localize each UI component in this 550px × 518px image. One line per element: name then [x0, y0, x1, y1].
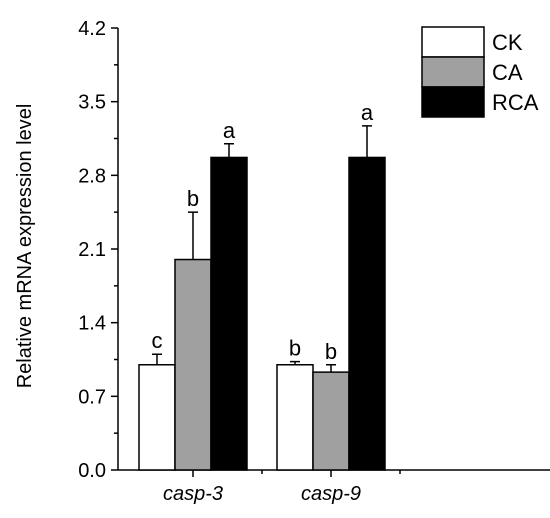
y-tick-label: 0.7	[78, 386, 106, 408]
y-tick-label: 0.0	[78, 460, 106, 482]
x-category-label: casp-3	[163, 483, 223, 505]
y-axis-label: Relative mRNA expression level	[14, 104, 36, 389]
bar-ck-casp-3	[138, 364, 176, 471]
legend-swatch-ck	[421, 26, 485, 58]
legend-label-ca: CA	[492, 60, 523, 85]
significance-label: b	[289, 336, 301, 361]
y-tick-label: 4.2	[78, 18, 106, 40]
significance-label: b	[325, 339, 337, 364]
y-tick-label: 2.8	[78, 165, 106, 187]
bar-ck-casp-9	[276, 364, 314, 471]
bar-ca-casp-9	[312, 371, 350, 471]
y-tick-label: 3.5	[78, 92, 106, 114]
legend-swatch-ca	[421, 56, 485, 88]
significance-label: a	[361, 100, 374, 125]
significance-label: a	[223, 118, 236, 143]
significance-label: b	[187, 186, 199, 211]
bar-rca-casp-3	[210, 156, 248, 471]
legend: CK CA RCA	[421, 26, 539, 118]
y-tick-label: 1.4	[78, 313, 106, 335]
legend-label-rca: RCA	[492, 90, 539, 115]
y-tick-label: 2.1	[78, 239, 106, 261]
bar-rca-casp-9	[348, 156, 386, 471]
bar-ca-casp-3	[174, 258, 212, 471]
legend-swatch-rca	[421, 86, 485, 118]
legend-label-ck: CK	[492, 30, 523, 55]
significance-label: c	[152, 328, 163, 353]
x-category-label: casp-9	[301, 483, 361, 505]
